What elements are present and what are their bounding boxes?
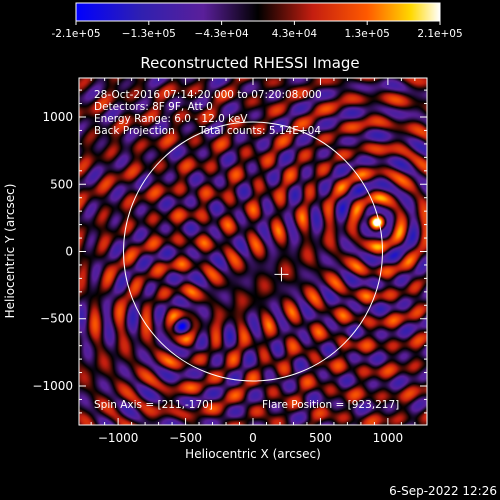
x-tick-label: 0 bbox=[249, 431, 257, 445]
annotation-method: Back Projection bbox=[94, 125, 175, 137]
axis-ticks: −1000 −500 0 500 1000 −1000 −500 0 500 1000 bbox=[32, 78, 427, 445]
annotation-time: 28-Oct-2016 07:14:20.000 to 07:20:08.000 bbox=[94, 89, 322, 101]
y-tick-label: 1000 bbox=[42, 110, 73, 124]
spin-axis-marker bbox=[274, 267, 289, 282]
y-tick-label: −1000 bbox=[32, 379, 73, 393]
y-tick-label: 500 bbox=[50, 177, 73, 191]
colorbar-tick-label: 1.3e+05 bbox=[345, 28, 390, 40]
spin-axis-label: Spin Axis = [211,-170] bbox=[94, 399, 213, 411]
chart-title: Reconstructed RHESSI Image bbox=[140, 54, 359, 72]
x-tick-label: −500 bbox=[169, 431, 202, 445]
heatmap-image bbox=[79, 78, 427, 425]
flare-position-label: Flare Position = [923,217] bbox=[262, 399, 399, 411]
x-tick-label: 500 bbox=[309, 431, 332, 445]
colorbar-tick-label: 4.3e+04 bbox=[272, 28, 318, 40]
x-tick-label: −1000 bbox=[98, 431, 139, 445]
annotation-energy: Energy Range: 6.0 - 12.0 keV bbox=[94, 113, 248, 125]
annotation-total-counts: Total counts: 5.14E+04 bbox=[198, 125, 321, 137]
solar-limb-circle bbox=[123, 121, 383, 382]
colorbar-tick-label: -2.1e+05 bbox=[51, 28, 100, 40]
colorbar-tick-label: −1.3e+05 bbox=[122, 28, 176, 40]
colorbar-tick-label: 2.1e+05 bbox=[417, 28, 462, 40]
y-tick-label: 0 bbox=[65, 245, 73, 259]
x-tick-label: 1000 bbox=[373, 431, 404, 445]
y-tick-label: −500 bbox=[40, 312, 73, 326]
colorbar-tick-label: −4.3e+04 bbox=[195, 28, 249, 40]
y-axis-label: Heliocentric Y (arcsec) bbox=[3, 184, 17, 319]
colorbar bbox=[75, 2, 441, 22]
colorbar-ticks: -2.1e+05 −1.3e+05 −4.3e+04 4.3e+04 1.3e+05 2.… bbox=[51, 21, 463, 40]
footer-timestamp: 6-Sep-2022 12:26 bbox=[389, 484, 497, 498]
x-axis-label: Heliocentric X (arcsec) bbox=[185, 447, 321, 461]
annotation-detectors: Detectors: 8F 9F, Att 0 bbox=[94, 101, 213, 113]
